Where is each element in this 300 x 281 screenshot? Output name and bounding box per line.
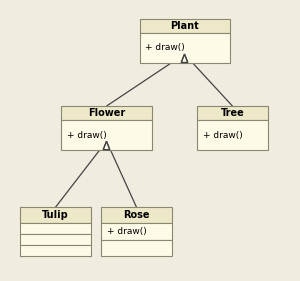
Bar (20, 207, 91, 223)
Bar (101, 240, 172, 257)
Text: + draw(): + draw() (203, 131, 242, 140)
Bar (140, 19, 230, 33)
Bar (140, 33, 230, 63)
Bar (61, 121, 152, 149)
Text: + draw(): + draw() (145, 44, 185, 53)
Text: Tulip: Tulip (42, 210, 69, 220)
Text: Flower: Flower (88, 108, 125, 118)
Text: Rose: Rose (123, 210, 150, 220)
Bar (197, 106, 268, 121)
Bar (197, 121, 268, 149)
Text: + draw(): + draw() (107, 227, 146, 236)
Bar (20, 234, 91, 245)
Text: + draw(): + draw() (67, 131, 107, 140)
Bar (101, 223, 172, 240)
Text: Plant: Plant (170, 21, 199, 31)
Text: Tree: Tree (220, 108, 244, 118)
Bar (20, 245, 91, 257)
Bar (101, 207, 172, 223)
Bar (61, 106, 152, 121)
Bar (20, 223, 91, 234)
